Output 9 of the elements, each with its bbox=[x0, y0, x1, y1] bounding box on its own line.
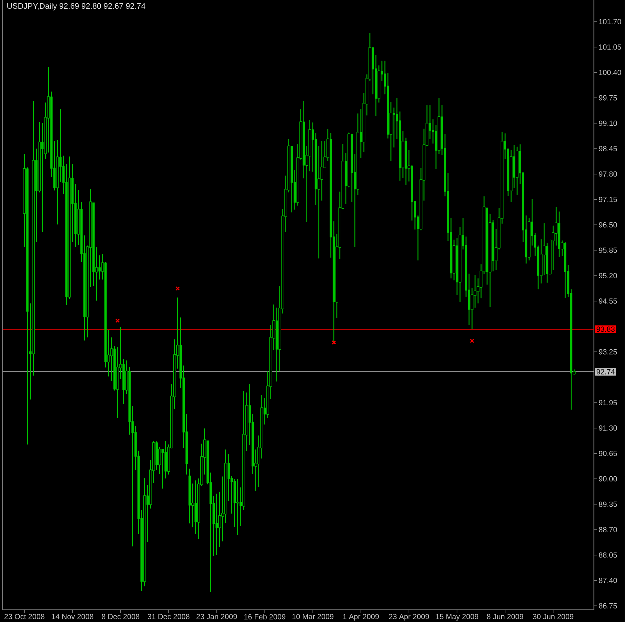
candlestick bbox=[156, 441, 158, 470]
candlestick bbox=[236, 478, 240, 536]
point bbox=[470, 338, 474, 344]
candlestick bbox=[216, 493, 218, 556]
candlestick bbox=[98, 255, 101, 280]
point bbox=[332, 340, 336, 345]
candlestick bbox=[513, 144, 516, 189]
point bbox=[116, 318, 120, 323]
point bbox=[176, 286, 180, 291]
